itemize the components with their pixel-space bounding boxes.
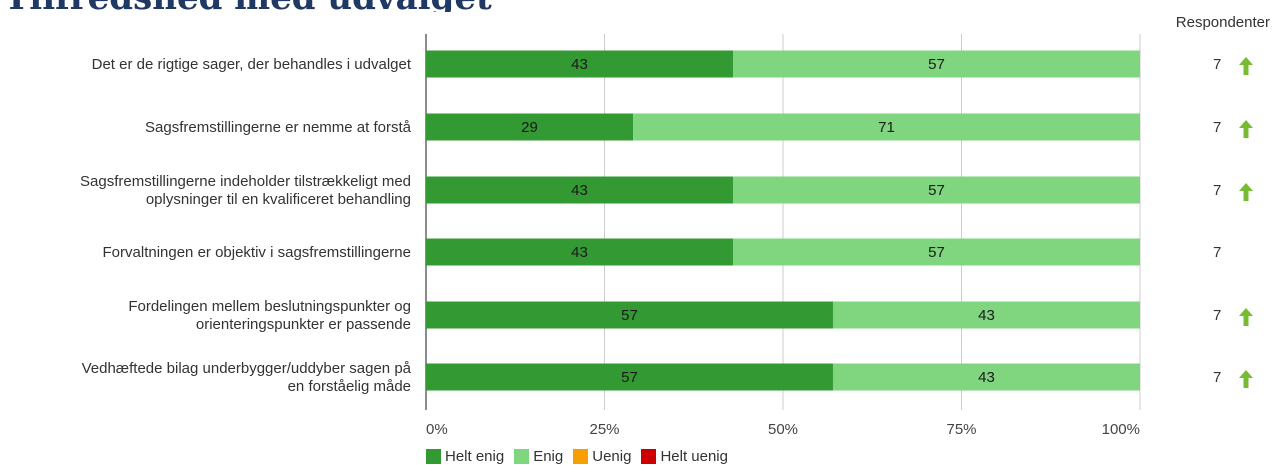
legend-label: Uenig	[592, 448, 632, 465]
category-label: Sagsfremstillingerne er nemme at forstå	[145, 119, 412, 136]
bar-segment	[426, 113, 634, 141]
x-tick-label: 50%	[768, 421, 798, 438]
bar-segment	[733, 238, 1140, 266]
chart-title: Tilfredshed med udvalget	[4, 0, 492, 12]
respondents-count: 7	[1213, 119, 1221, 136]
trend-up-arrow-icon	[1239, 308, 1253, 326]
legend-swatch-icon	[426, 449, 441, 464]
legend-item: Helt uenig	[641, 448, 728, 465]
bar-value-label: 43	[978, 307, 995, 324]
bar-value-label: 57	[621, 369, 638, 386]
bar-segment	[633, 113, 1140, 141]
bar-segment	[832, 301, 1140, 329]
bar-segment	[426, 50, 734, 78]
bar-value-label: 43	[978, 369, 995, 386]
bar-value-label: 43	[571, 182, 588, 199]
bar-segment	[733, 176, 1140, 204]
respondents-count: 7	[1213, 369, 1221, 386]
category-label: Sagsfremstillingerne indeholder tilstræk…	[80, 173, 411, 190]
category-label: Forvaltningen er objektiv i sagsfremstil…	[103, 244, 411, 261]
bar-value-label: 43	[571, 244, 588, 261]
bar-segment	[426, 238, 734, 266]
bar-value-label: 57	[928, 56, 945, 73]
x-tick-label: 75%	[946, 421, 976, 438]
legend-label: Helt uenig	[660, 448, 728, 465]
chart-legend: Helt enig Enig Uenig Helt uenig	[426, 448, 728, 465]
respondents-header: Respondenter	[1175, 14, 1270, 31]
category-label: Fordelingen mellem beslutningspunkter og	[128, 298, 411, 315]
trend-up-arrow-icon	[1239, 183, 1253, 201]
bar-segment	[426, 301, 833, 329]
bar-segment	[733, 50, 1140, 78]
legend-item: Enig	[514, 448, 563, 465]
legend-swatch-icon	[641, 449, 657, 464]
category-label: Det er de rigtige sager, der behandles i…	[92, 56, 412, 73]
bar-value-label: 57	[928, 244, 945, 261]
legend-label: Helt enig	[445, 448, 505, 465]
trend-up-arrow-icon	[1239, 57, 1253, 75]
respondents-count: 7	[1213, 182, 1221, 199]
bar-value-label: 29	[521, 119, 538, 136]
respondents-count: 7	[1213, 244, 1221, 261]
trend-up-arrow-icon	[1239, 370, 1253, 388]
bar-value-label: 71	[878, 119, 895, 136]
category-label: en forståelig måde	[288, 378, 411, 395]
category-label: Vedhæftede bilag underbygger/uddyber sag…	[82, 360, 412, 377]
bar-segment	[426, 176, 734, 204]
category-label: orienteringspunkter er passende	[196, 316, 411, 333]
legend-label: Enig	[533, 448, 564, 465]
bar-segment	[832, 363, 1140, 391]
title-clip: Tilfredshed med udvalget	[0, 0, 520, 12]
bar-value-label: 57	[621, 307, 638, 324]
bar-value-label: 43	[571, 56, 588, 73]
legend-item: Uenig	[573, 448, 631, 465]
respondents-count: 7	[1213, 307, 1221, 324]
legend-swatch-icon	[514, 449, 530, 464]
bar-value-label: 57	[928, 182, 945, 199]
category-label: oplysninger til en kvalificeret behandli…	[146, 191, 411, 208]
respondents-count: 7	[1213, 56, 1221, 73]
x-tick-label: 0%	[426, 421, 448, 438]
legend-item: Helt enig	[426, 448, 504, 465]
legend-swatch-icon	[573, 449, 589, 464]
trend-up-arrow-icon	[1239, 120, 1253, 138]
x-tick-label: 25%	[589, 421, 619, 438]
x-tick-label: 100%	[1102, 421, 1140, 438]
bar-segment	[426, 363, 833, 391]
stacked-bar-chart: 0% 25% 50% 75% 100% 43 57 Det er de rigtige sag…	[80, 34, 1253, 438]
